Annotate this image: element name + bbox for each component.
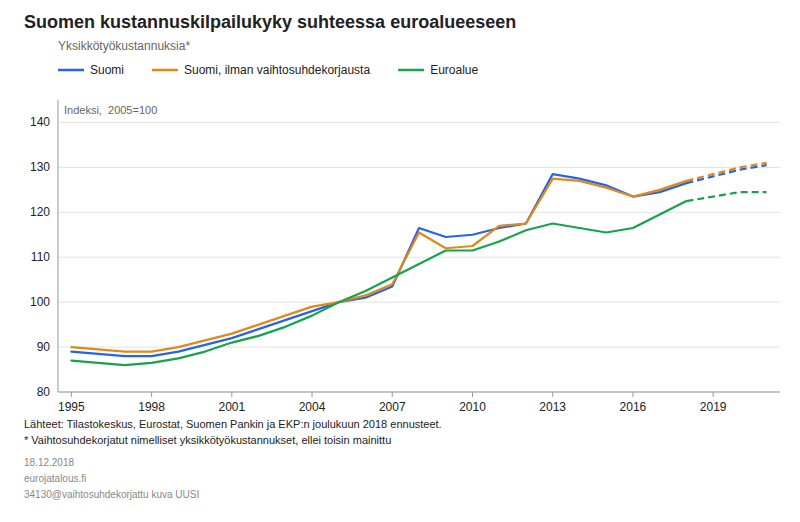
x-tick-label: 1995 [58,400,85,414]
x-tick-label: 1998 [138,400,165,414]
y-tick-label: 110 [31,250,50,264]
x-tick-label: 2013 [539,400,566,414]
legend: Suomi Suomi, ilman vaihtosuhdekorjausta Eu… [58,63,478,77]
x-tick-label: 2010 [459,400,486,414]
legend-label: Suomi, ilman vaihtosuhdekorjausta [184,63,370,77]
x-tick [231,392,232,397]
chart: Suomen kustannuskilpailukyky suhteessa e… [0,0,800,522]
footnote: * Vaihtosuhdekorjatut nimelliset yksikkö… [24,434,391,446]
y-tick-label: 140 [30,115,50,129]
grid-line [58,392,780,393]
y-tick-label: 90 [37,340,51,354]
y-axis-label: Indeksi, 2005=100 [64,104,157,116]
y-tick-label: 130 [30,160,50,174]
x-tick [71,392,72,397]
grid [58,122,780,392]
x-tick [632,392,633,397]
y-tick-label: 80 [37,385,51,399]
legend-label: Suomi [90,63,124,77]
grid-line [58,257,780,258]
x-tick-label: 2016 [620,400,647,414]
x-tick-label: 2001 [218,400,245,414]
footnote: eurojatalous.fi [24,473,86,484]
y-tick-label: 100 [30,295,50,309]
legend-swatch [152,69,178,72]
x-tick-label: 2007 [379,400,406,414]
grid-line [58,212,780,213]
x-tick [713,392,714,397]
footnote: 34130@vaihtosuhdekorjattu kuva UUSI [24,489,199,500]
legend-swatch [58,69,84,72]
title: Suomen kustannuskilpailukyky suhteessa e… [24,12,516,32]
legend-label: Euroalue [430,63,478,77]
x-tick-label: 2004 [299,400,326,414]
x-tick-label: 2019 [700,400,727,414]
footnote: Lähteet: Tilastokeskus, Eurostat, Suomen… [24,418,442,430]
y-axis-line [58,100,59,392]
footnote: 18.12.2018 [24,457,74,468]
series-line [71,179,686,352]
y-tick-label: 120 [30,205,50,219]
series-line [71,174,686,356]
grid-line [58,347,780,348]
series-line [686,192,766,201]
x-tick [552,392,553,397]
subtitle: Yksikkötyökustannuksia* [58,39,190,53]
grid-line [58,122,780,123]
x-tick [151,392,152,397]
grid-line [58,302,780,303]
x-tick [392,392,393,397]
grid-line [58,167,780,168]
x-tick [312,392,313,397]
x-axis-line [58,392,780,393]
series-line [686,165,766,183]
legend-swatch [398,69,424,72]
x-tick [472,392,473,397]
axes: 80 90 100 110 120 130 140 1995 1998 2001 2004 2007 2… [30,100,780,414]
lines [71,163,766,365]
series-line [71,201,686,365]
series-line [686,163,766,181]
